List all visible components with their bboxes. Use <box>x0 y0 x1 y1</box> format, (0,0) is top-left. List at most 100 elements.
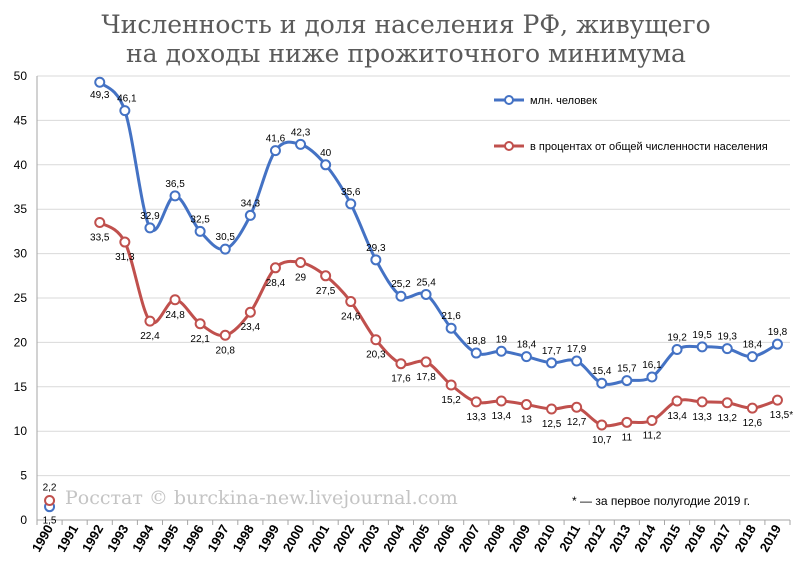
legend-label: в процентах от общей численности населен… <box>530 141 768 153</box>
data-label: 17,6 <box>391 374 411 385</box>
data-label: 18,8 <box>467 336 487 347</box>
data-point <box>119 105 131 117</box>
data-label: 17,7 <box>542 346 562 357</box>
data-point <box>94 217 106 229</box>
data-label: 49,3 <box>90 90 110 101</box>
data-point <box>571 355 583 367</box>
data-point <box>295 256 307 268</box>
data-label: 19,2 <box>667 333 687 344</box>
data-point <box>194 225 206 237</box>
x-tick-label: 2002 <box>330 522 357 555</box>
x-tick-label: 1999 <box>255 522 282 555</box>
data-point <box>596 377 608 389</box>
x-tick-label: 2000 <box>280 522 307 555</box>
data-label: 29,3 <box>366 243 386 254</box>
data-point <box>345 296 357 308</box>
data-point <box>370 334 382 346</box>
data-point <box>746 402 758 414</box>
data-point <box>671 344 683 356</box>
x-tick-label: 2009 <box>506 522 533 555</box>
grid <box>36 75 791 525</box>
data-label: 23,4 <box>241 322 261 333</box>
data-point <box>144 222 156 234</box>
x-axis: 1990199119921993199419951996199719981999… <box>29 521 784 554</box>
data-label: 13,2 <box>718 413 738 424</box>
legend-item-1: млн. человек <box>494 95 597 107</box>
x-tick-label: 2017 <box>706 522 733 555</box>
data-point <box>194 318 206 330</box>
data-point <box>470 396 482 408</box>
data-point <box>219 243 231 255</box>
data-point <box>320 159 332 171</box>
data-label: 35,6 <box>341 187 361 198</box>
y-tick-label: 5 <box>20 469 27 483</box>
series: 1,5 49,3 46,1 32,9 36,5 32,5 30,5 34,3 41,6 42,3 4… <box>43 76 793 527</box>
x-tick-label: 2011 <box>556 522 583 554</box>
x-tick-label: 2006 <box>430 522 457 555</box>
x-tick-label: 2019 <box>757 522 784 555</box>
data-label: 28,4 <box>266 278 286 289</box>
data-point <box>445 322 457 334</box>
data-label: 13 <box>521 415 533 426</box>
data-point <box>495 345 507 357</box>
data-point <box>771 338 783 350</box>
x-tick-label: 1993 <box>104 522 131 555</box>
data-point <box>470 347 482 359</box>
x-tick-label: 1994 <box>129 521 157 554</box>
data-label: 21,6 <box>441 311 461 322</box>
data-point <box>144 315 156 327</box>
data-label: 20,3 <box>366 350 386 361</box>
data-label: 17,9 <box>567 344 587 355</box>
data-label: 19,5 <box>692 330 712 341</box>
data-label: 27,5 <box>316 286 336 297</box>
data-point <box>546 357 558 369</box>
chart-title-line-2: на доходы ниже прожиточного минимума <box>126 39 686 68</box>
data-label: 19 <box>496 334 508 345</box>
x-tick-label: 2003 <box>355 522 382 555</box>
y-tick-label: 20 <box>14 335 28 349</box>
data-point <box>771 394 783 406</box>
data-label: 12,5 <box>542 419 562 430</box>
data-label: 18,4 <box>517 340 537 351</box>
data-point <box>696 341 708 353</box>
data-label: 15,2 <box>441 395 461 406</box>
data-label: 11 <box>622 432 633 443</box>
data-label: 16,1 <box>642 360 662 371</box>
chart-title-line-1: Численность и доля населения РФ, живущег… <box>101 10 710 39</box>
data-label: 42,3 <box>291 127 311 138</box>
data-label: 11,2 <box>643 431 662 442</box>
data-label: 24,8 <box>165 310 185 321</box>
x-tick-label: 2004 <box>380 521 408 554</box>
series-2: 2,2 33,5 31,3 22,4 24,8 22,1 20,8 23,4 28,4 29 27,… <box>43 217 793 506</box>
data-label: 13,4 <box>492 411 512 422</box>
data-point <box>495 395 507 407</box>
data-label: 1,5 <box>43 516 57 527</box>
legend: млн. человек в процентах от общей численн… <box>494 95 768 153</box>
data-point <box>244 306 256 318</box>
x-tick-label: 2014 <box>631 521 659 554</box>
x-tick-label: 2015 <box>656 522 683 555</box>
y-tick-label: 45 <box>14 113 28 127</box>
data-label: 25,4 <box>416 277 436 288</box>
x-tick-label: 2001 <box>305 522 332 555</box>
data-label: 15,7 <box>617 364 637 375</box>
data-label: 20,8 <box>216 345 236 356</box>
data-point <box>520 351 532 363</box>
data-point <box>269 145 281 157</box>
data-point <box>119 236 131 248</box>
data-label: 17,8 <box>416 372 436 383</box>
data-label: 31,3 <box>115 252 135 263</box>
data-point <box>646 415 658 427</box>
data-point <box>621 416 633 428</box>
data-label: 13,3 <box>692 412 712 423</box>
data-point <box>169 294 181 306</box>
y-tick-label: 40 <box>14 158 28 172</box>
data-point <box>671 395 683 407</box>
data-label: 2,2 <box>43 482 57 493</box>
x-tick-label: 2016 <box>681 522 708 555</box>
x-tick-label: 2007 <box>455 522 482 555</box>
x-tick-label: 1995 <box>154 522 181 555</box>
data-label: 13,5* <box>770 410 793 421</box>
x-tick-label: 2010 <box>531 522 558 555</box>
x-tick-label: 2013 <box>606 522 633 555</box>
